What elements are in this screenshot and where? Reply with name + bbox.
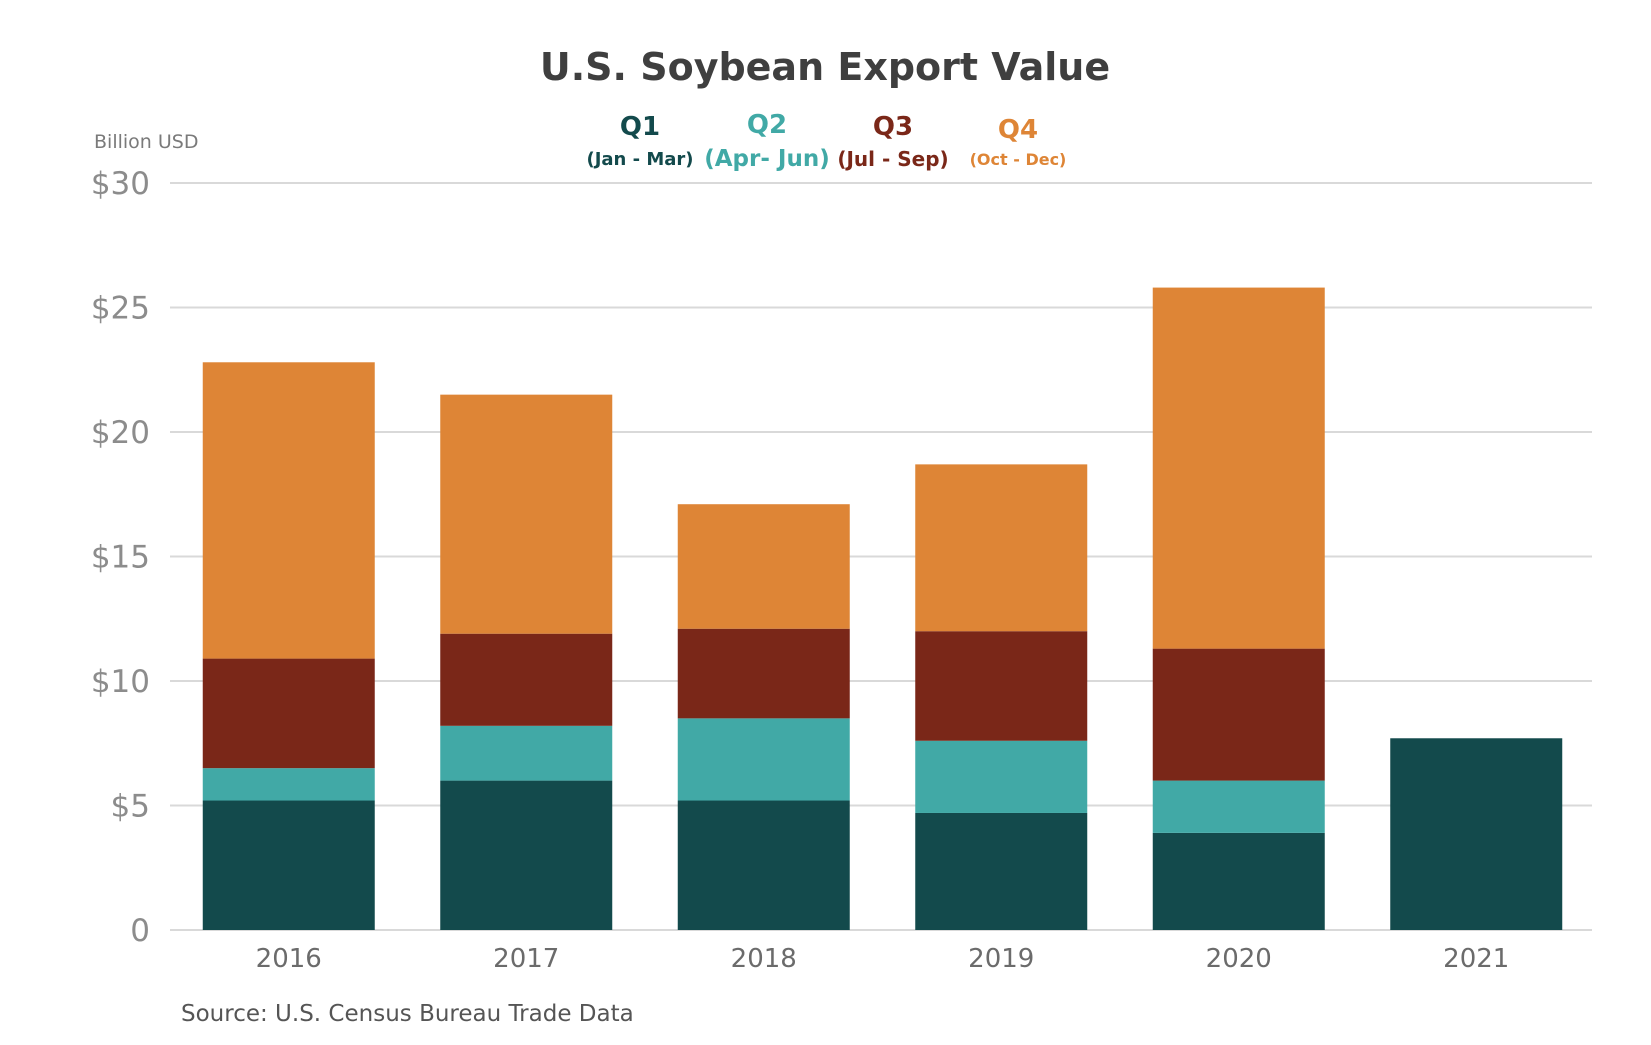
- bar-q3-2017: [440, 633, 613, 726]
- y-tick-label: $10: [91, 664, 150, 700]
- y-axis-ticks: 0 $5 $10 $15 $20 $25 $30: [91, 166, 150, 949]
- bar-q2-2019: [915, 740, 1088, 813]
- bar-q2-2020: [1152, 780, 1325, 833]
- y-tick-label: $20: [91, 415, 150, 451]
- legend-q4-sublabel: (Oct - Dec): [970, 150, 1067, 169]
- y-axis-unit-label: Billion USD: [94, 131, 198, 153]
- bar-q2-2017: [440, 725, 613, 781]
- bar-q4-2016: [202, 362, 375, 659]
- x-axis-ticks: 2016 2017 2018 2019 2020 2021: [256, 944, 1510, 974]
- bar-q2-2018: [677, 718, 850, 801]
- x-tick-label: 2020: [1206, 944, 1272, 974]
- x-tick-label: 2021: [1443, 944, 1509, 974]
- gridlines: [170, 182, 1592, 931]
- bar-q3-2016: [202, 658, 375, 769]
- chart-title: U.S. Soybean Export Value: [540, 45, 1110, 89]
- legend-q1-label: Q1: [620, 112, 660, 142]
- bar-q4-2017: [440, 394, 613, 634]
- y-tick-label: $25: [91, 291, 150, 327]
- legend-q3-label: Q3: [873, 112, 913, 142]
- y-tick-label: $30: [91, 166, 150, 202]
- legend-q2-sublabel: (Apr- Jun): [704, 146, 830, 172]
- x-tick-label: 2016: [256, 944, 322, 974]
- bar-q2-2016: [202, 768, 375, 801]
- bar-q1-2019: [915, 812, 1088, 930]
- y-tick-label: 0: [130, 913, 150, 949]
- bar-q1-2020: [1152, 832, 1325, 930]
- x-tick-label: 2019: [968, 944, 1034, 974]
- bar-q1-2021: [1390, 738, 1563, 930]
- bar-q1-2017: [440, 780, 613, 930]
- x-tick-label: 2017: [493, 944, 559, 974]
- bars: [202, 287, 1563, 930]
- legend-q1-sublabel: (Jan - Mar): [586, 149, 693, 170]
- x-tick-label: 2018: [731, 944, 797, 974]
- bar-q4-2019: [915, 464, 1088, 632]
- bar-q1-2018: [677, 800, 850, 930]
- legend: Q1 (Jan - Mar) Q2 (Apr- Jun) Q3 (Jul - S…: [586, 110, 1066, 172]
- bar-q4-2018: [677, 504, 850, 629]
- bar-q3-2020: [1152, 648, 1325, 781]
- bar-q4-2020: [1152, 287, 1325, 649]
- bar-q3-2019: [915, 631, 1088, 741]
- y-tick-label: $15: [91, 540, 150, 576]
- legend-q4-label: Q4: [998, 115, 1038, 145]
- source-note: Source: U.S. Census Bureau Trade Data: [181, 1001, 634, 1027]
- legend-q3-sublabel: (Jul - Sep): [837, 147, 948, 171]
- bar-q1-2016: [202, 800, 375, 930]
- legend-q2-label: Q2: [747, 110, 787, 140]
- bar-q3-2018: [677, 628, 850, 719]
- y-tick-label: $5: [111, 789, 150, 825]
